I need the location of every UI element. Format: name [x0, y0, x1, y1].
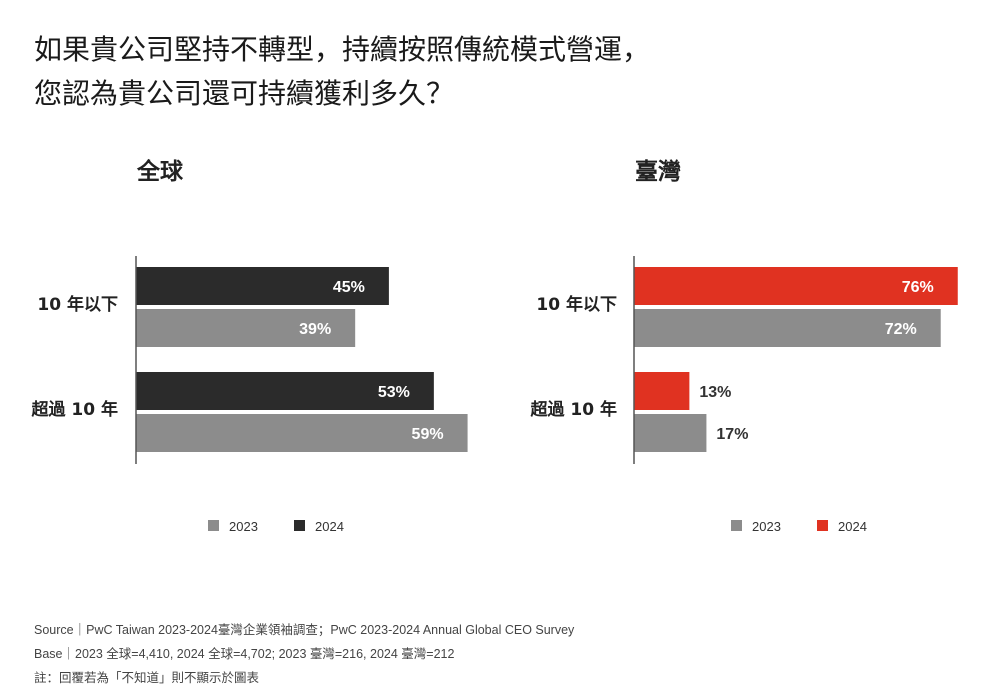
- bar-2023: [136, 309, 356, 347]
- bar-2023: [136, 414, 468, 452]
- legend-label-2023: 2023: [229, 519, 258, 534]
- bar-2024: [634, 372, 690, 410]
- note-line: 註：回覆若為「不知道」則不顯示於圖表: [34, 671, 260, 685]
- chart-title: 如果貴公司堅持不轉型，持續按照傳統模式營運， 您認為貴公司還可持續獲利多久？: [34, 28, 974, 116]
- panel-title-global: 全球: [137, 159, 183, 185]
- chart-title-line-1: 如果貴公司堅持不轉型，持續按照傳統模式營運，: [34, 33, 651, 66]
- data-label: 59%: [412, 426, 444, 443]
- data-label: 39%: [299, 321, 331, 338]
- base-line: Base｜2023 全球=4,410, 2024 全球=4,702; 2023 …: [34, 647, 455, 661]
- legend-swatch-2023: [208, 520, 219, 531]
- data-label: 53%: [378, 384, 410, 401]
- bar-2024: [136, 372, 434, 410]
- bar-2023: [634, 309, 941, 347]
- taiwan-chart-panel: 10 年以下 76% 72% 超過 10 年 13% 17% 2023 2024: [531, 256, 958, 534]
- bar-2023: [634, 414, 707, 452]
- source-notes: Source｜PwC Taiwan 2023-2024臺灣企業領袖調查；PwC …: [34, 618, 574, 690]
- legend-label-2024: 2024: [838, 519, 867, 534]
- category-label: 10 年以下: [37, 294, 118, 315]
- data-label: 72%: [885, 321, 917, 338]
- category-label: 10 年以下: [536, 294, 617, 315]
- legend-swatch-2024: [294, 520, 305, 531]
- legend-label-2024: 2024: [315, 519, 344, 534]
- legend-swatch-2023: [731, 520, 742, 531]
- bar-2024: [634, 267, 958, 305]
- category-label: 超過 10 年: [531, 399, 618, 420]
- category-label: 超過 10 年: [32, 399, 119, 420]
- data-label: 13%: [699, 384, 731, 401]
- data-label: 45%: [333, 279, 365, 296]
- legend-swatch-2024: [817, 520, 828, 531]
- panel-title-taiwan: 臺灣: [635, 159, 681, 185]
- source-line: Source｜PwC Taiwan 2023-2024臺灣企業領袖調查；PwC …: [34, 623, 575, 637]
- data-label: 76%: [902, 279, 934, 296]
- bar-2024: [136, 267, 389, 305]
- global-chart-panel: 10 年以下 45% 39% 超過 10 年 53% 59% 2023 2024: [32, 256, 468, 534]
- chart-title-line-2: 您認為貴公司還可持續獲利多久？: [34, 77, 455, 110]
- legend-label-2023: 2023: [752, 519, 781, 534]
- data-label: 17%: [716, 426, 748, 443]
